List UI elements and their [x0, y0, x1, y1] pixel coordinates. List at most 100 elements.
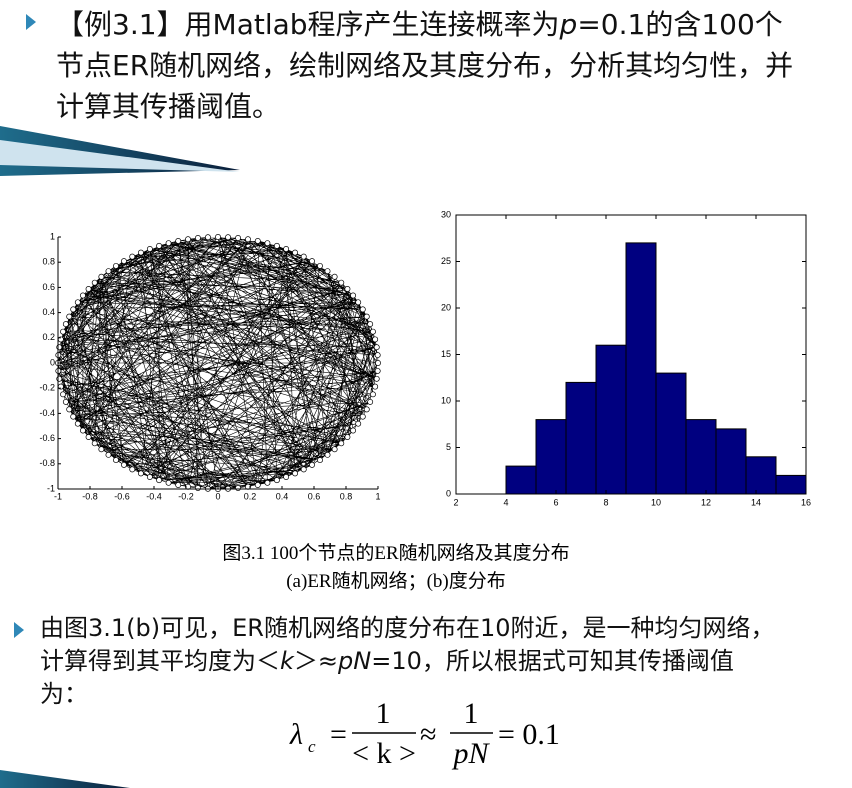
bar — [565, 381, 597, 495]
y-tick-label: 0 — [446, 488, 451, 498]
y-tick-label: -0.4 — [39, 408, 55, 418]
text: ＞≈ — [293, 647, 339, 675]
x-tick-label: 0.8 — [340, 491, 353, 501]
node — [273, 477, 280, 484]
node — [292, 470, 299, 477]
node — [373, 344, 380, 351]
node — [300, 253, 307, 260]
node — [194, 485, 201, 491]
node — [350, 427, 357, 434]
node — [324, 268, 331, 275]
node — [98, 446, 105, 453]
node — [74, 299, 81, 306]
y-tick-label: 20 — [441, 302, 451, 312]
text: =0.1的含100个节点ER随机网络，绘制网络及其度分布，分析其均匀性，并计算其… — [56, 8, 794, 123]
text: =10，所以根据式可知其传播阈值为： — [40, 647, 734, 708]
y-tick-label: 0 — [50, 357, 55, 367]
node — [273, 242, 280, 249]
node — [359, 306, 366, 313]
node — [254, 238, 261, 244]
node — [121, 258, 127, 265]
y-tick-label: -0.6 — [39, 433, 55, 443]
node — [375, 360, 381, 366]
node — [283, 474, 290, 480]
x-tick-label: -0.2 — [178, 491, 194, 501]
result: = 0.1 — [498, 718, 560, 751]
node — [254, 482, 261, 488]
bar — [775, 474, 807, 495]
node — [165, 240, 172, 247]
node — [324, 451, 331, 458]
y-tick-label: 25 — [441, 256, 451, 266]
bar — [595, 344, 627, 495]
title: 【例3.1】用Matlab程序产生连接概率为p=0.1的含100个节点ER随机网… — [56, 4, 801, 127]
y-tick-label: 0.4 — [42, 307, 55, 317]
node — [205, 234, 211, 241]
bar — [655, 372, 687, 495]
bullet — [14, 622, 24, 638]
x-tick-label: -1 — [54, 491, 62, 501]
node — [62, 321, 69, 328]
node — [372, 336, 379, 343]
node — [235, 485, 242, 491]
bar — [625, 242, 657, 495]
node — [283, 246, 290, 252]
node — [235, 235, 242, 241]
node — [98, 273, 105, 280]
num: 1 — [464, 697, 479, 730]
node — [85, 285, 92, 292]
node — [146, 474, 153, 480]
node — [165, 479, 172, 486]
node — [370, 391, 376, 398]
x-tick-label: 16 — [801, 497, 811, 507]
node — [105, 451, 112, 458]
x-tick-label: 4 — [503, 497, 508, 507]
node — [331, 446, 338, 453]
bar — [535, 419, 567, 495]
swoosh — [0, 770, 130, 788]
swoosh — [0, 140, 240, 172]
edges — [57, 236, 379, 490]
node — [355, 299, 362, 306]
eq: = — [330, 718, 347, 751]
x-tick-label: 1 — [375, 491, 380, 501]
node — [363, 406, 370, 413]
bar — [745, 456, 777, 495]
node — [129, 466, 136, 473]
caption: 图3.1 100个节点的ER随机网络及其度分布 — [222, 543, 570, 564]
node — [66, 406, 73, 413]
text: p — [559, 8, 578, 41]
y-tick-label: -0.2 — [39, 383, 55, 393]
y-tick-label: 10 — [441, 395, 451, 405]
text: 由图3.1(b)可见，ER随机网络的度分布在10附近，是一种均匀网络，计算得到其… — [40, 614, 775, 675]
den: pN — [451, 737, 490, 770]
caption: (a)ER随机网络；(b)度分布 — [286, 571, 506, 592]
node — [175, 238, 182, 244]
node — [66, 313, 73, 320]
approx: ≈ — [420, 718, 436, 751]
node — [372, 383, 379, 390]
x-tick-label: 0 — [215, 491, 220, 501]
node — [156, 242, 163, 249]
node — [137, 470, 144, 477]
node — [215, 234, 221, 240]
x-tick-label: 12 — [701, 497, 711, 507]
text: 【例3.1】用Matlab程序产生连接概率为 — [56, 8, 560, 41]
subscript: c — [308, 737, 316, 756]
x-tick-label: 8 — [603, 497, 608, 507]
node — [85, 434, 92, 441]
node — [70, 413, 77, 420]
node — [79, 292, 86, 299]
y-tick-label: 0.8 — [42, 257, 55, 267]
num: 1 — [376, 697, 391, 730]
node — [60, 391, 66, 398]
node — [355, 420, 362, 427]
y-tick-label: -1 — [47, 483, 55, 493]
node — [137, 249, 144, 256]
node — [245, 236, 251, 243]
node — [331, 273, 338, 280]
node — [56, 344, 63, 351]
node — [175, 482, 182, 488]
